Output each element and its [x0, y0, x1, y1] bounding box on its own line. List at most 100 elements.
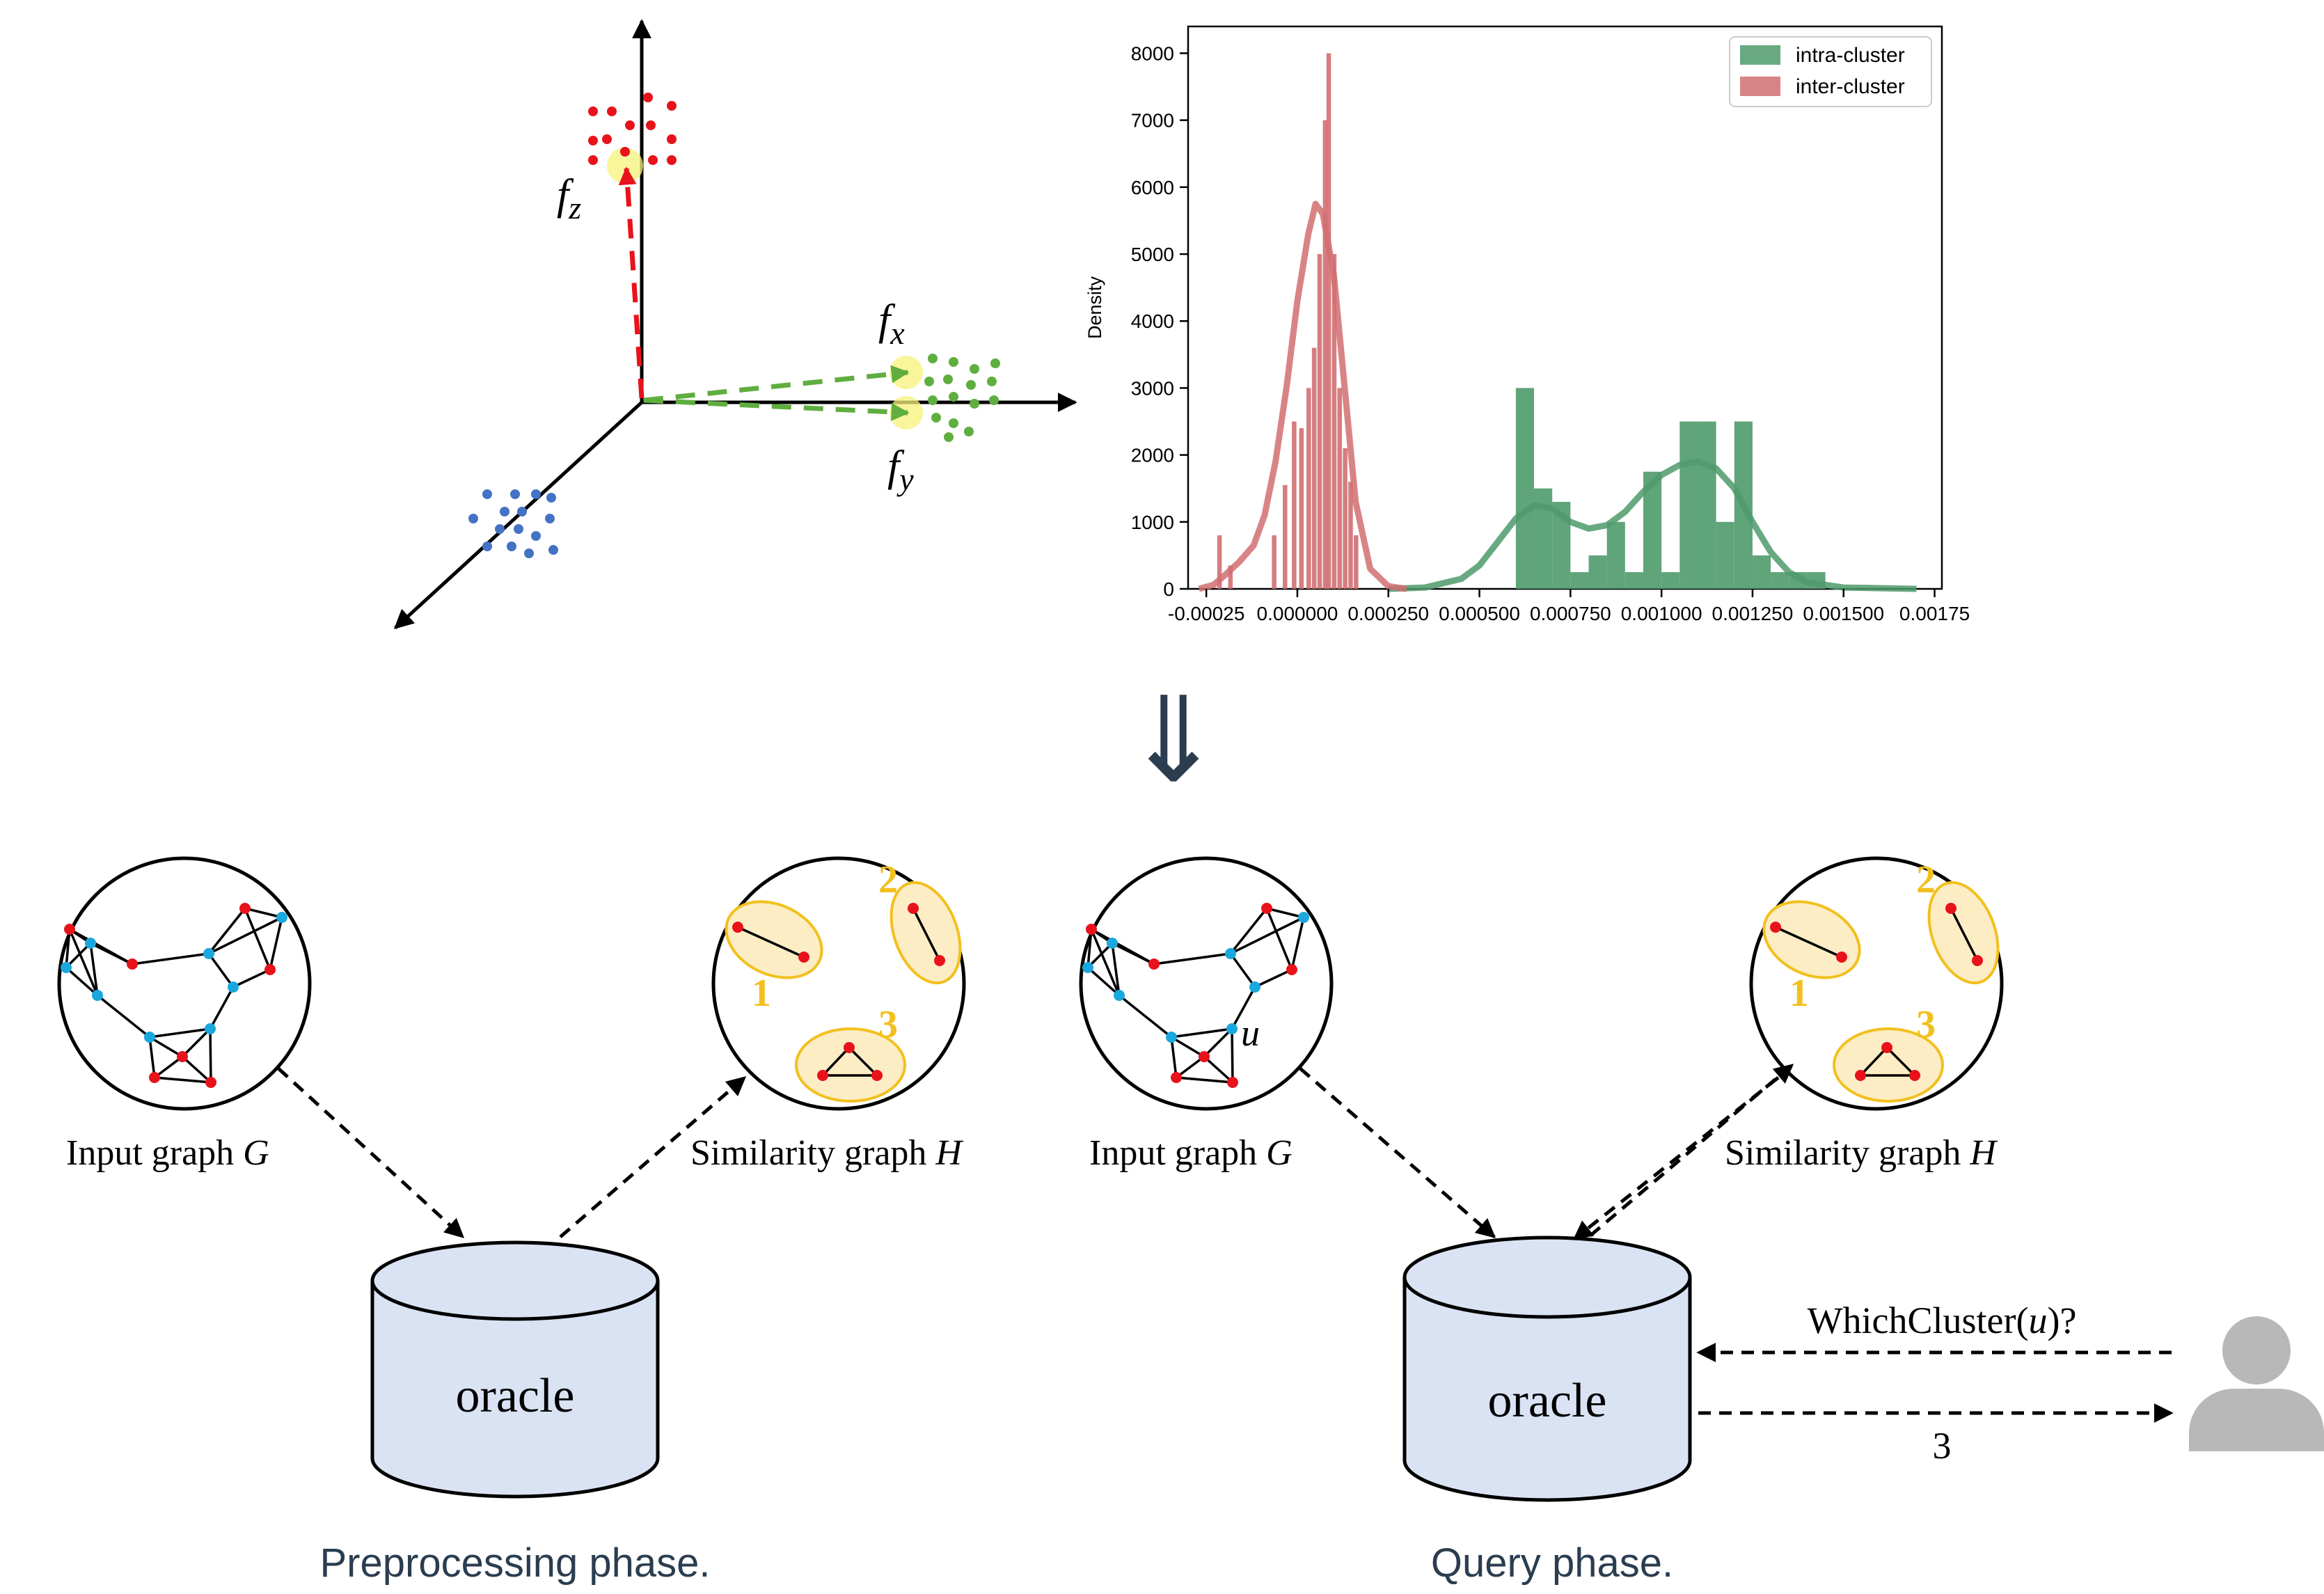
graph-edge [1112, 942, 1155, 965]
graph-node-blue [85, 938, 96, 949]
graph-node-red [177, 1051, 188, 1062]
graph-edge [1231, 986, 1256, 1029]
green-point [966, 380, 976, 390]
histogram-bar [1217, 535, 1222, 589]
similarity-node [1881, 1042, 1892, 1053]
graph-node-red [239, 903, 251, 914]
input-graph-label: Input graph G [1089, 1133, 1293, 1173]
y-tick-label: 5000 [1131, 244, 1174, 265]
x-tick-label: 0.000250 [1347, 603, 1429, 624]
graph-edge [1290, 917, 1305, 970]
oracle-label: oracle [1488, 1374, 1607, 1428]
fy-vector [643, 397, 910, 421]
red-point [625, 120, 635, 130]
y-tick-label: 6000 [1131, 177, 1174, 198]
histogram-bar [1331, 254, 1337, 589]
similarity-node [1945, 903, 1957, 914]
green-point [949, 418, 958, 428]
density-histogram: 0 1000 2000 3000 4000 5000 6000 7000 8000 -0.000… [1084, 25, 1970, 624]
cluster-ellipse [1762, 900, 1861, 979]
kde-curve [1388, 458, 1917, 592]
green-point [944, 432, 954, 442]
green-point [987, 377, 997, 386]
red-point [588, 136, 598, 145]
blue-point [531, 531, 541, 541]
x-tick-label: 0.000750 [1530, 603, 1611, 624]
blue-point [495, 524, 505, 534]
blue-point [500, 507, 509, 516]
similarity-edge [1775, 926, 1842, 958]
histogram-bar [1515, 388, 1535, 589]
graph-edge [1171, 1027, 1233, 1039]
graph-edge [1153, 952, 1231, 965]
graph-node-blue [205, 1023, 216, 1034]
graph-edge [1265, 908, 1293, 970]
input-graph-network [1082, 903, 1309, 1088]
chart-legend: intra-cluster inter-cluster [1729, 36, 1932, 107]
graph-edge [1111, 942, 1121, 996]
similarity-node [844, 1042, 855, 1053]
axis-y [393, 401, 643, 629]
histogram-bar [1317, 254, 1322, 589]
graph-edge [269, 917, 283, 970]
query-panel: u Input graph G 1 2 3 Similarity graph H o… [1079, 856, 2324, 1586]
input-graph-circle [1079, 856, 1334, 1111]
green-point [964, 427, 974, 436]
arrow-input-to-oracle [277, 1067, 465, 1238]
legend-label-intra: intra-cluster [1796, 44, 1905, 67]
graph-edge [1086, 929, 1093, 968]
histogram-bar [1771, 571, 1789, 589]
red-point-cluster [588, 93, 677, 165]
green-point [943, 374, 953, 384]
red-point [648, 155, 658, 165]
graph-edge [1086, 942, 1114, 969]
input-graph-label: Input graph G [66, 1133, 269, 1173]
histogram-bar [1343, 448, 1347, 589]
similarity-edge [848, 1046, 878, 1077]
x-tick-label: 0.000500 [1439, 603, 1520, 624]
y-tick-label: 2000 [1131, 445, 1174, 466]
graph-edge [181, 1055, 212, 1084]
graph-edge [68, 929, 99, 996]
graph-node-red [1171, 1072, 1182, 1083]
graph-edge [1231, 1028, 1234, 1083]
cluster-number: 2 [878, 858, 898, 901]
similarity-edge [737, 926, 805, 958]
blue-point [531, 489, 541, 499]
graph-edge [207, 907, 246, 955]
feature-space-plot: fz fx fy [393, 19, 1077, 629]
histogram-bar [1348, 482, 1353, 589]
graph-node-blue [61, 962, 72, 973]
x-tick-label: 0.00175 [1899, 603, 1970, 624]
histogram-bar [1588, 555, 1607, 589]
histogram-bar [1661, 571, 1680, 589]
y-tick-label: 7000 [1131, 110, 1174, 132]
kde-curve [1198, 200, 1407, 592]
graph-edge [90, 942, 133, 965]
x-tick-label: 0.001500 [1803, 603, 1884, 624]
graph-node-blue [1225, 948, 1236, 959]
similarity-node [1836, 952, 1847, 963]
graph-node-blue [1107, 938, 1118, 949]
query-node-label: u [1241, 1012, 1260, 1054]
red-point [588, 155, 598, 165]
graph-edge [209, 986, 235, 1029]
answer-text: 3 [1933, 1425, 1952, 1467]
graph-edge [208, 916, 283, 955]
blue-point [482, 542, 492, 551]
similarity-edge [821, 1046, 851, 1077]
histogram-bar [1752, 555, 1771, 589]
histogram-bar [1625, 571, 1643, 589]
graph-node-red [64, 924, 75, 935]
red-point [667, 101, 677, 111]
red-point [620, 147, 630, 157]
similarity-graph-network: 1 2 3 [1762, 858, 2000, 1103]
y-tick-label: 1000 [1131, 512, 1174, 533]
graph-node-red [1227, 1077, 1238, 1088]
graph-node-blue [1226, 1023, 1238, 1034]
graph-node-blue [144, 1032, 155, 1043]
graph-node-red [1261, 903, 1272, 914]
graph-edge [1171, 1036, 1205, 1058]
similarity-node [732, 922, 743, 933]
green-point [928, 354, 938, 363]
